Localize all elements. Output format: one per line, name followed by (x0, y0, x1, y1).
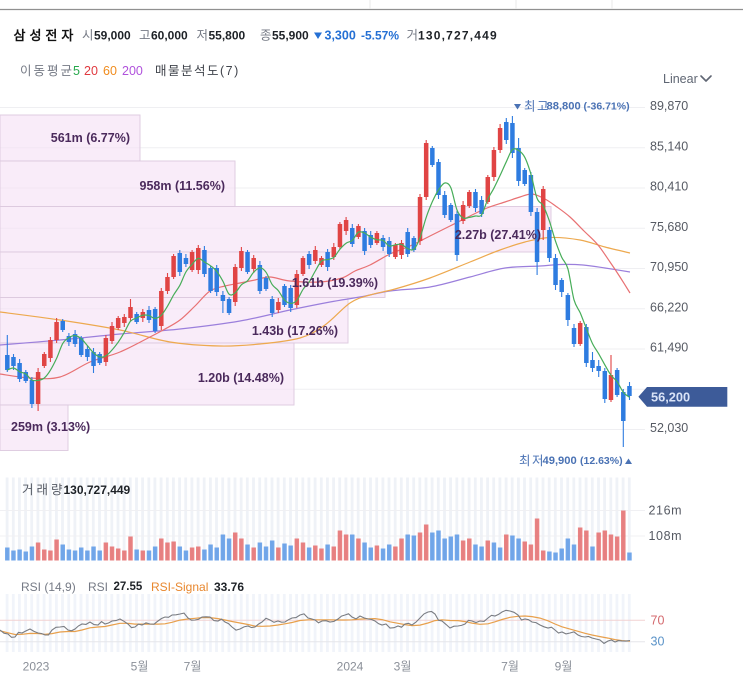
svg-text:108m: 108m (649, 529, 683, 543)
svg-text:7월: 7월 (184, 660, 202, 674)
svg-text:61,490: 61,490 (650, 341, 688, 355)
svg-text:RSI (14,9): RSI (14,9) (21, 580, 76, 594)
svg-text:27.55: 27.55 (114, 581, 143, 593)
svg-text:75,680: 75,680 (650, 220, 688, 234)
svg-text:시: 시 (82, 29, 94, 43)
svg-text:RSI-Signal: RSI-Signal (151, 580, 208, 594)
svg-text:Linear: Linear (663, 72, 698, 86)
svg-text:958m (11.56%): 958m (11.56%) (140, 179, 225, 193)
svg-text:2023: 2023 (23, 660, 50, 674)
svg-text:33.76: 33.76 (214, 580, 244, 594)
svg-text:55,900: 55,900 (272, 29, 309, 43)
svg-text:5: 5 (73, 64, 80, 78)
svg-text:거래량: 거래량 (22, 483, 66, 497)
svg-text:저: 저 (197, 29, 209, 43)
svg-text:130,727,449: 130,727,449 (64, 483, 131, 497)
svg-text:55,800: 55,800 (209, 29, 246, 43)
svg-text:80,410: 80,410 (650, 180, 688, 194)
svg-text:-5.57%: -5.57% (361, 29, 399, 43)
svg-text:이동평균: 이동평균 (20, 64, 74, 78)
svg-text:561m (6.77%): 561m (6.77%) (51, 131, 130, 145)
svg-text:60: 60 (103, 64, 117, 78)
svg-text:59,000: 59,000 (94, 29, 131, 43)
svg-text:2024: 2024 (337, 660, 364, 674)
svg-text:5월: 5월 (131, 660, 149, 674)
svg-text:(12.63%): (12.63%) (580, 455, 623, 467)
svg-text:88,800: 88,800 (547, 101, 581, 113)
svg-text:1.43b (17.26%): 1.43b (17.26%) (252, 324, 338, 338)
svg-text:200: 200 (122, 64, 143, 78)
svg-text:9월: 9월 (555, 660, 573, 674)
svg-text:최저: 최저 (519, 454, 545, 468)
svg-text:89,870: 89,870 (650, 99, 688, 113)
svg-text:49,900: 49,900 (543, 455, 577, 467)
svg-text:70,950: 70,950 (650, 260, 688, 274)
svg-text:매물분석도(7): 매물분석도(7) (155, 64, 240, 78)
svg-text:56,200: 56,200 (651, 390, 690, 405)
svg-text:RSI: RSI (88, 580, 108, 594)
svg-text:66,220: 66,220 (650, 300, 688, 314)
svg-text:259m (3.13%): 259m (3.13%) (11, 420, 90, 434)
svg-text:거: 거 (407, 29, 419, 43)
svg-text:60,000: 60,000 (151, 29, 188, 43)
svg-text:52,030: 52,030 (650, 421, 688, 435)
svg-text:216m: 216m (649, 504, 683, 518)
svg-text:70: 70 (651, 613, 665, 627)
svg-text:130,727,449: 130,727,449 (418, 29, 498, 43)
svg-text:7월: 7월 (501, 660, 519, 674)
svg-text:3월: 3월 (394, 660, 412, 674)
svg-text:85,140: 85,140 (650, 139, 688, 153)
svg-text:20: 20 (84, 64, 98, 78)
svg-text:종: 종 (260, 29, 272, 43)
svg-text:1.61b (19.39%): 1.61b (19.39%) (292, 276, 378, 290)
svg-text:(-36.71%): (-36.71%) (584, 101, 630, 113)
svg-text:최고: 최고 (524, 100, 550, 114)
svg-text:2.27b (27.41%): 2.27b (27.41%) (455, 228, 541, 242)
svg-text:3,300: 3,300 (325, 29, 356, 43)
svg-text:1.20b (14.48%): 1.20b (14.48%) (198, 371, 284, 385)
svg-text:고: 고 (139, 29, 151, 43)
svg-text:30: 30 (651, 635, 665, 649)
svg-text:삼성전자: 삼성전자 (14, 28, 78, 43)
